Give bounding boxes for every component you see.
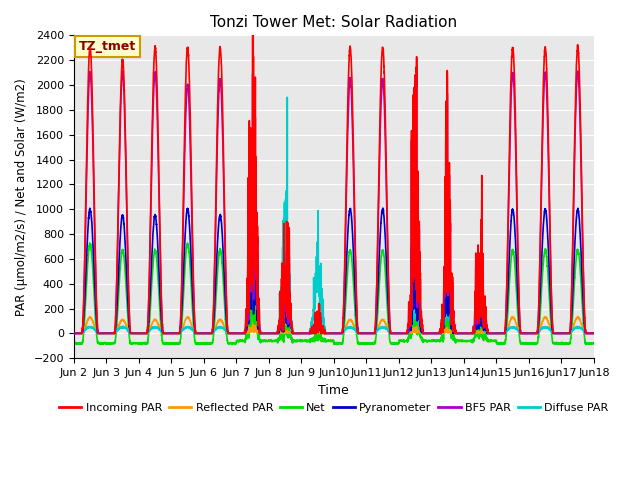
Legend: Incoming PAR, Reflected PAR, Net, Pyranometer, BF5 PAR, Diffuse PAR: Incoming PAR, Reflected PAR, Net, Pyrano… <box>55 398 613 417</box>
X-axis label: Time: Time <box>319 384 349 396</box>
Y-axis label: PAR (μmol/m2/s) / Net and Solar (W/m2): PAR (μmol/m2/s) / Net and Solar (W/m2) <box>15 78 28 316</box>
Title: Tonzi Tower Met: Solar Radiation: Tonzi Tower Met: Solar Radiation <box>211 15 458 30</box>
Text: TZ_tmet: TZ_tmet <box>79 40 136 53</box>
